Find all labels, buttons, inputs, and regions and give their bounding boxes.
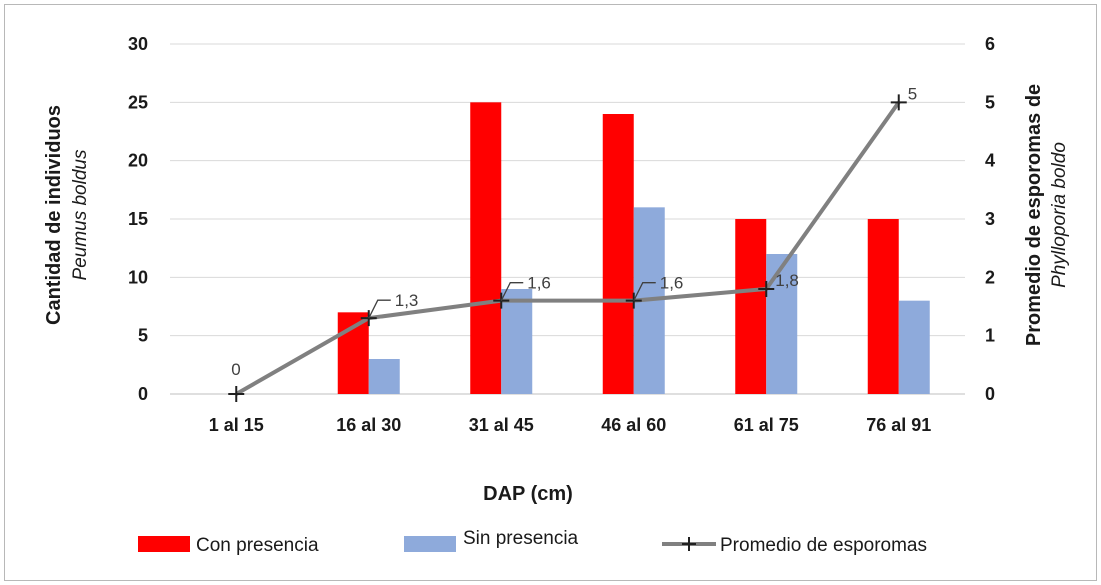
x-tick-label: 61 al 75 bbox=[734, 415, 799, 435]
left-axis-title: Cantidad de individuos bbox=[43, 105, 65, 325]
tick-labels: 0 5 10 15 20 25 30 0 1 2 3 4 5 6 1 al 15 16 al 30 31 al … bbox=[128, 34, 995, 435]
left-axis-subtitle: Peumus boldus bbox=[70, 149, 91, 280]
gridlines bbox=[170, 43, 965, 395]
right-tick-label: 6 bbox=[985, 34, 995, 54]
right-tick-label: 2 bbox=[985, 267, 995, 287]
bar-con-presencia bbox=[470, 102, 502, 394]
line-series bbox=[228, 94, 907, 402]
line-point-marker bbox=[758, 281, 775, 297]
line-data-label: 0 bbox=[231, 360, 240, 379]
x-tick-label: 31 al 45 bbox=[469, 415, 534, 435]
line-data-label: 1,3 bbox=[395, 291, 419, 310]
right-tick-label: 5 bbox=[985, 92, 995, 112]
legend-label-promedio: Promedio de esporomas bbox=[720, 535, 927, 556]
bar-con-presencia bbox=[735, 219, 767, 394]
bars bbox=[337, 102, 930, 394]
left-tick-label: 0 bbox=[138, 384, 148, 404]
legend: Con presencia Sin presencia Promedio de … bbox=[138, 528, 927, 556]
line-data-label: 1,8 bbox=[775, 271, 799, 290]
bar-sin-presencia bbox=[368, 359, 400, 394]
line-point-marker bbox=[625, 292, 642, 309]
line-point-marker bbox=[228, 386, 245, 402]
x-axis-title: DAP (cm) bbox=[483, 483, 573, 505]
right-tick-label: 3 bbox=[985, 209, 995, 229]
line-data-label: 5 bbox=[908, 84, 917, 103]
bar-con-presencia bbox=[337, 312, 369, 394]
line-promedio bbox=[235, 101, 901, 396]
bar-con-presencia bbox=[867, 219, 899, 394]
line-point-marker bbox=[890, 94, 907, 111]
right-tick-label: 4 bbox=[985, 151, 995, 171]
line-point-marker bbox=[493, 292, 510, 309]
bar-con-presencia bbox=[602, 114, 634, 394]
bar-sin-presencia bbox=[766, 254, 798, 394]
bar-sin-presencia bbox=[501, 289, 533, 394]
x-tick-label: 76 al 91 bbox=[866, 415, 931, 435]
legend-swatch-sin-presencia bbox=[404, 536, 456, 552]
right-tick-label: 0 bbox=[985, 384, 995, 404]
right-axis-title: Promedio de esporomas de bbox=[1023, 84, 1045, 346]
legend-swatch-con-presencia bbox=[138, 536, 190, 552]
data-label-leader bbox=[500, 282, 524, 301]
line-data-label: 1,6 bbox=[660, 274, 684, 293]
right-axis-subtitle: Phylloporia boldo bbox=[1049, 142, 1070, 288]
x-tick-label: 1 al 15 bbox=[209, 415, 264, 435]
legend-marker-promedio bbox=[682, 537, 696, 551]
legend-label-sin-presencia: Sin presencia bbox=[463, 528, 579, 549]
left-tick-label: 5 bbox=[138, 326, 148, 346]
chart-frame bbox=[4, 4, 1097, 581]
left-tick-label: 20 bbox=[128, 151, 148, 171]
left-tick-label: 30 bbox=[128, 34, 148, 54]
data-label-leader bbox=[368, 299, 391, 319]
left-tick-label: 10 bbox=[128, 267, 148, 287]
data-label-leader bbox=[633, 282, 656, 301]
data-labels: 0 1,3 1,6 1,6 1,8 5 bbox=[231, 84, 917, 379]
left-tick-label: 25 bbox=[128, 92, 148, 112]
line-data-label: 1,6 bbox=[527, 274, 551, 293]
line-point-marker bbox=[360, 310, 377, 327]
left-tick-label: 15 bbox=[128, 209, 148, 229]
right-tick-label: 1 bbox=[985, 326, 995, 346]
x-tick-label: 46 al 60 bbox=[601, 415, 666, 435]
bar-sin-presencia bbox=[898, 300, 930, 394]
x-tick-label: 16 al 30 bbox=[336, 415, 401, 435]
legend-label-con-presencia: Con presencia bbox=[196, 535, 319, 556]
